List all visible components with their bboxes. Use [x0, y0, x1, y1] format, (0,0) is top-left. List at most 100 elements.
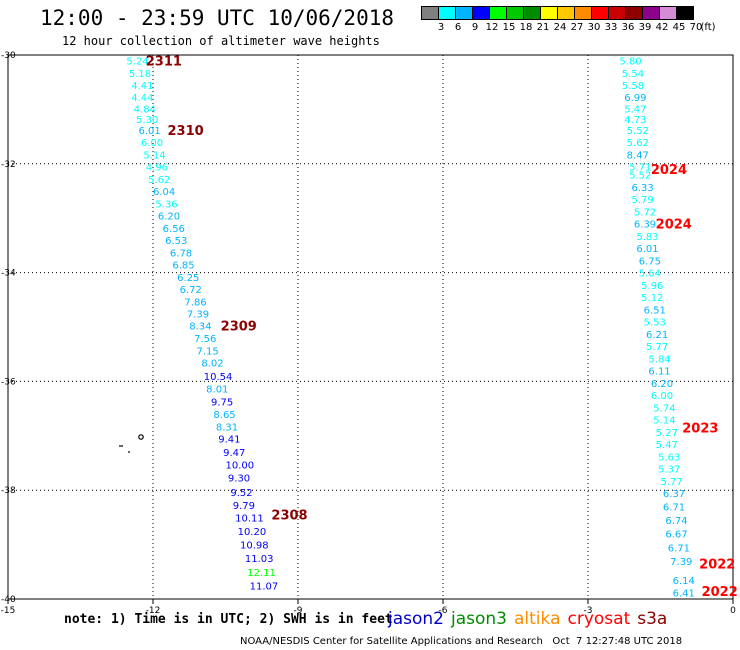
colorbar-label: 30	[587, 22, 601, 33]
colorbar-label: 70	[689, 22, 703, 33]
colorbar-label: 3	[437, 22, 445, 33]
y-tick-label: -38	[1, 486, 16, 496]
time-label: 2022	[699, 558, 735, 573]
wave-height-value: 9.41	[218, 435, 240, 446]
wave-height-value: 6.71	[663, 503, 685, 514]
wave-height-value: 6.39	[634, 220, 656, 231]
colorbar-label: 9	[471, 22, 479, 33]
colorbar-label: 24	[553, 22, 567, 33]
wave-height-value: 6.41	[673, 588, 695, 599]
wave-height-value: 6.20	[651, 379, 673, 390]
wave-height-value: 6.99	[624, 93, 646, 104]
wave-height-value: 11.03	[245, 554, 274, 565]
wave-height-value: 4.41	[131, 81, 153, 92]
wave-height-value: 5.12	[641, 293, 663, 304]
wave-height-value: 10.11	[235, 513, 264, 524]
wave-height-value: 6.01	[139, 126, 161, 137]
wave-height-value: 11.07	[250, 581, 279, 592]
wave-height-value: 5.83	[636, 232, 658, 243]
wave-height-value: 6.51	[644, 306, 666, 317]
y-tick-label: -40	[1, 595, 16, 605]
wave-height-value: 5.71	[629, 163, 651, 174]
wave-height-value: 9.75	[211, 398, 233, 409]
legend-jason2: jason2	[388, 609, 444, 629]
wave-height-value: 6.20	[158, 211, 180, 222]
wave-height-value: 5.53	[644, 318, 666, 329]
wave-height-value: 5.84	[648, 355, 670, 366]
wave-height-value: 5.14	[143, 151, 165, 162]
wave-height-value: 6.75	[639, 257, 661, 268]
wave-height-colorbar	[421, 6, 694, 20]
y-tick-label: -30	[1, 51, 16, 61]
wave-height-value: 9.30	[228, 474, 250, 485]
wave-height-value: 4.84	[134, 104, 156, 115]
wave-height-value: 7.39	[187, 309, 209, 320]
legend-jason3: jason3	[451, 609, 507, 629]
wave-height-value: 6.71	[668, 543, 690, 554]
time-label: 2310	[168, 124, 204, 139]
wave-height-value: 8.01	[206, 384, 228, 395]
wave-height-value: 6.14	[673, 576, 695, 587]
x-tick-label: -6	[439, 606, 448, 616]
wave-height-value: 10.00	[226, 461, 255, 472]
wave-height-value: 5.80	[619, 56, 641, 67]
colorbar-label: 45	[672, 22, 686, 33]
wave-height-value: 6.21	[646, 330, 668, 341]
wave-height-value: 5.36	[155, 200, 177, 211]
wave-height-value: 5.14	[653, 415, 675, 426]
colorbar-label: 6	[454, 22, 462, 33]
island-marker	[138, 434, 144, 440]
time-label: 2308	[271, 509, 307, 524]
wave-height-value: 6.67	[665, 530, 687, 541]
wave-height-value: 7.86	[184, 297, 206, 308]
wave-height-value: 5.96	[641, 281, 663, 292]
colorbar-label: 21	[536, 22, 550, 33]
wave-height-value: 4.44	[131, 93, 153, 104]
x-tick-label: 0	[730, 606, 736, 616]
wave-height-value: 8.65	[213, 410, 235, 421]
wave-height-value: 4.73	[624, 115, 646, 126]
wave-height-value: 6.74	[665, 516, 687, 527]
wave-height-value: 7.15	[197, 346, 219, 357]
wave-height-value: 7.39	[670, 557, 692, 568]
footnote: note: 1) Time is in UTC; 2) SWH is in fe…	[64, 612, 393, 627]
x-tick-label: -3	[584, 606, 593, 616]
wave-height-value: 5.52	[627, 126, 649, 137]
wave-height-value: 5.74	[653, 404, 675, 415]
time-label: 2024	[651, 163, 687, 178]
time-label: 2023	[682, 422, 718, 437]
wave-height-value: 6.00	[651, 391, 673, 402]
wave-height-value: 6.00	[141, 138, 163, 149]
colorbar-label: 27	[570, 22, 584, 33]
wave-height-value: 9.52	[230, 488, 252, 499]
wave-height-value: 8.02	[201, 358, 223, 369]
wave-height-value: 5.47	[656, 440, 678, 451]
colorbar-label: 42	[655, 22, 669, 33]
wave-height-value: 6.01	[636, 244, 658, 255]
colorbar-label: 36	[621, 22, 635, 33]
credit-line: NOAA/NESDIS Center for Satellite Applica…	[240, 636, 683, 647]
x-tick-label: -12	[146, 606, 161, 616]
wave-height-value: 6.53	[165, 236, 187, 247]
wave-height-value: 8.47	[627, 151, 649, 162]
wave-height-value: 6.78	[170, 248, 192, 259]
wave-height-value: 6.56	[163, 224, 185, 235]
colorbar-label: 39	[638, 22, 652, 33]
wave-height-value: 6.25	[177, 273, 199, 284]
wave-height-value: 6.72	[180, 285, 202, 296]
wave-height-value: 8.31	[216, 423, 238, 434]
time-label: 2309	[221, 319, 257, 334]
wave-height-value: 6.04	[153, 187, 175, 198]
wave-height-value: 5.18	[129, 69, 151, 80]
wave-height-value: 5.62	[148, 175, 170, 186]
map-subtitle: 12 hour collection of altimeter wave hei…	[62, 34, 380, 48]
colorbar-unit: (ft)	[700, 22, 716, 33]
wave-height-value: 5.79	[632, 195, 654, 206]
wave-height-value: 5.58	[622, 81, 644, 92]
wave-height-value: 5.54	[622, 69, 644, 80]
wave-height-value: 5.27	[656, 428, 678, 439]
wave-height-value: 10.54	[204, 372, 233, 383]
colorbar-label: 33	[604, 22, 618, 33]
wave-height-value: 5.30	[136, 115, 158, 126]
legend-altika: altika	[514, 609, 561, 629]
